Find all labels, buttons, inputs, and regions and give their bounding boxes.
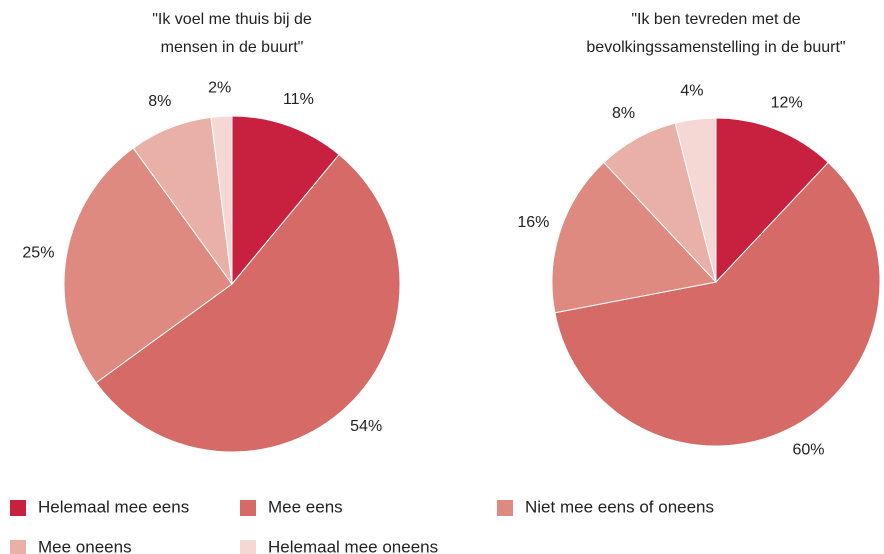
slice-label: 11% (283, 91, 314, 108)
legend-swatch (497, 500, 513, 516)
slice-label: 60% (792, 441, 824, 458)
pie-slice (551, 161, 717, 314)
legend-swatch (240, 500, 256, 516)
slice-label: 12% (771, 95, 803, 112)
slice-label: 2% (208, 80, 231, 97)
pie-slice (95, 153, 401, 453)
legend-label: Mee eens (268, 497, 343, 516)
chart-title: "Ik ben tevreden met de (631, 11, 800, 28)
slice-label: 16% (517, 214, 549, 231)
legend-swatch (10, 540, 26, 554)
slice-label: 8% (612, 105, 635, 122)
slice-label: 54% (350, 418, 382, 435)
chart-title: "Ik voel me thuis bij de (152, 11, 312, 28)
legend-label: Helemaal mee oneens (268, 537, 438, 554)
slice-label: 4% (680, 83, 703, 100)
legend-label: Niet mee eens of oneens (525, 497, 714, 516)
slice-label: 8% (148, 93, 171, 110)
pie-slice (674, 117, 717, 283)
slice-label: 25% (22, 245, 54, 262)
pie-slice (63, 147, 233, 384)
legend-label: Helemaal mee eens (38, 497, 189, 516)
pie-slice (231, 115, 340, 286)
pie-slice (554, 161, 881, 447)
chart-title: bevolkingssamenstelling in de buurt" (586, 39, 845, 56)
chart-title: mensen in de buurt" (161, 39, 304, 56)
legend-swatch (10, 500, 26, 516)
pie-slice (210, 115, 233, 285)
legend-label: Mee oneens (38, 537, 132, 554)
pie-slice (715, 117, 829, 284)
legend-swatch (240, 540, 256, 554)
